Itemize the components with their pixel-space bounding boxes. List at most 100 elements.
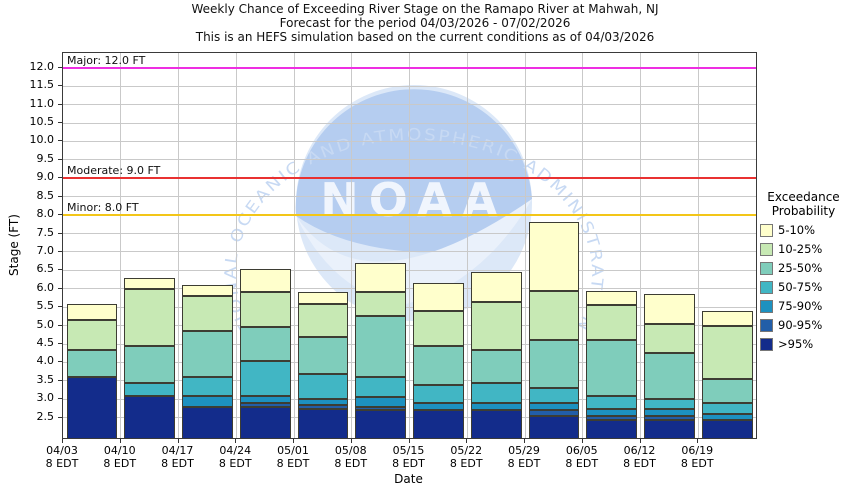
y-tick-mark [58,306,62,308]
legend-item->95%: >95% [760,337,850,351]
bar-segment-05/29-50-75% [528,388,580,403]
y-tick-mark [58,214,62,216]
bar-segment-06/19-50-75% [701,403,753,415]
y-tick-label: 11.0 [29,96,55,110]
chart-title-line1: Weekly Chance of Exceeding River Stage o… [191,2,659,16]
bar-segment-06/12-75-90% [644,408,695,416]
x-tick-mark [524,439,525,443]
bar-segment-05/22-75-90% [470,403,522,411]
bar-segment-06/12-25-50% [644,353,695,400]
y-tick-label: 9.5 [36,151,55,165]
bar-segment-05/01->95% [297,408,349,438]
legend-swatch [760,299,773,313]
legend-title-line1: Exceedance [767,190,840,204]
legend-swatch [760,223,773,237]
y-tick-mark [58,379,62,381]
x-tick-label-04/03: 04/03 8 EDT [45,444,79,470]
bar-segment-05/29-10-25% [528,290,580,341]
bar-segment-05/29->95% [528,415,580,438]
x-tick-label-04/24: 04/24 8 EDT [218,444,252,470]
legend-label: 5-10% [778,223,816,237]
x-tick-mark [62,439,63,443]
bar-segment-05/15-5-10% [413,283,464,311]
legend-item-5-10%: 5-10% [760,223,850,237]
bar-segment-06/05-5-10% [586,290,637,306]
bar-segment-06/12-10-25% [644,323,695,354]
y-tick-label: 9.0 [36,170,55,184]
y-tick-mark [58,232,62,234]
y-tick-label: 10.5 [29,115,55,128]
x-tick-mark [466,439,468,443]
chart-title-line2: Forecast for the period 04/03/2026 - 07/… [279,16,571,30]
y-tick-mark [58,122,62,123]
y-tick-label: 3.0 [36,391,55,405]
moderate-flood-line [63,177,756,180]
y-tick-label: 4.5 [36,336,55,350]
x-tick-mark [350,439,352,443]
bar-segment-04/03-10-25% [66,320,118,350]
bar-segment-04/24-50-75% [239,360,291,396]
bar-segment-06/12->95% [644,419,695,438]
bar-segment-04/24-5-10% [239,268,291,293]
v-gridline [293,53,295,438]
bar-segment-04/24->95% [239,406,291,438]
bar-segment-06/05-10-25% [586,305,637,341]
legend-swatch [760,261,773,275]
bar-segment-05/08-50-75% [355,377,406,398]
v-gridline [235,53,237,438]
bar-segment-05/08-25-50% [355,316,406,378]
y-tick-mark [58,361,62,363]
bar-segment-05/29-5-10% [528,222,580,291]
bar-segment-04/10->95% [124,395,175,438]
x-tick-label-06/19: 06/19 8 EDT [680,444,714,470]
v-gridline [466,53,468,438]
bar-segment-05/22->95% [470,410,522,438]
x-tick-label-05/29: 05/29 8 EDT [507,444,541,470]
minor-flood-line [63,214,756,217]
v-gridline [351,53,353,438]
y-tick-label: 3.5 [36,372,55,386]
y-tick-label: 7.0 [36,243,55,257]
legend: Exceedance Probability 5-10% 10-25% 25-50%… [757,190,850,351]
legend-label: 10-25% [778,242,823,256]
bar-segment-05/08-5-10% [355,263,406,293]
bar-segment-06/19->95% [701,419,753,438]
y-tick-mark [58,195,62,197]
bar-segment-04/24-25-50% [239,327,291,361]
minor-flood-line-label: Minor: 8.0 FT [67,201,139,215]
bar-segment-05/01-25-50% [297,336,349,374]
legend-swatch [760,280,773,294]
x-tick-mark [293,439,294,443]
x-tick-mark [177,439,179,443]
y-tick-label: 7.5 [36,225,55,239]
x-tick-label-04/17: 04/17 8 EDT [161,444,194,470]
y-tick-mark [58,66,62,68]
svg-text:NOAA: NOAA [320,173,508,227]
y-tick-mark [58,140,62,142]
bar-segment-05/22-50-75% [470,382,522,403]
bar-segment-04/17-75-90% [182,395,233,407]
legend-item-75-90%: 75-90% [760,299,850,313]
legend-items: 5-10% 10-25% 25-50% 50-75% 75-90% 90-95% >95% [757,223,850,351]
bar-segment-04/17-10-25% [182,296,233,332]
legend-label: 75-90% [778,299,823,313]
x-tick-label-04/10: 04/10 8 EDT [103,444,137,470]
legend-title: Exceedance Probability [757,190,850,218]
bar-segment-05/08-90-95% [355,406,406,411]
x-tick-mark [581,439,583,443]
bar-segment-05/08-10-25% [355,292,406,317]
bar-segment-06/12-50-75% [644,399,695,409]
bar-segment-06/05-25-50% [586,340,637,396]
y-tick-label: 5.5 [36,299,55,313]
v-gridline [409,53,410,438]
bar-segment-06/05-90-95% [586,415,637,420]
bar-segment-06/12-90-95% [644,415,695,420]
bar-segment-04/03->95% [66,377,118,438]
x-axis-title: Date [394,472,423,486]
v-gridline [640,53,641,438]
bar-segment-06/19-5-10% [701,310,753,326]
chart-title-block: Weekly Chance of Exceeding River Stage o… [0,2,850,44]
bar-segment-06/19-10-25% [701,325,753,380]
bar-segment-06/05-50-75% [586,395,637,409]
bar-segment-05/15->95% [413,410,464,438]
